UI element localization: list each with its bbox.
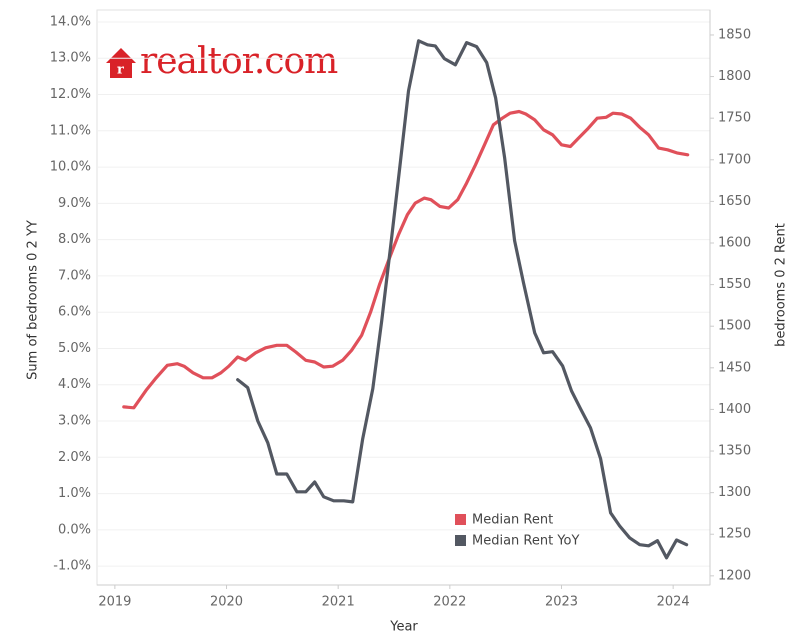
y2-tick-label: 1450 <box>718 360 751 375</box>
logo-icon <box>106 48 136 78</box>
y-tick-label: 10.0% <box>50 160 91 175</box>
y2-tick-label: 1700 <box>718 152 751 167</box>
x-axis-title: Year <box>389 620 418 635</box>
legend-swatch <box>455 514 466 525</box>
y-tick-label: 8.0% <box>58 232 91 247</box>
y-tick-label: 6.0% <box>58 305 91 320</box>
legend-label: Median Rent YoY <box>472 534 579 549</box>
y-tick-label: -1.0% <box>53 559 91 574</box>
y-tick-label: 9.0% <box>58 196 91 211</box>
y2-tick-label: 1750 <box>718 111 751 126</box>
x-tick-label: 2021 <box>322 595 355 610</box>
series-line <box>122 109 690 410</box>
logo-text: realtor.com <box>140 41 338 82</box>
y-tick-label: 14.0% <box>50 14 91 29</box>
y2-tick-label: 1400 <box>718 402 751 417</box>
y2-axis-title: bedrooms 0 2 Rent <box>774 223 789 347</box>
logo: r realtor.com <box>106 41 339 82</box>
y-tick-label: 7.0% <box>58 268 91 283</box>
y2-tick-label: 1250 <box>718 527 751 542</box>
series-line <box>236 39 689 560</box>
y-tick-label: 12.0% <box>50 87 91 102</box>
x-tick-label: 2024 <box>657 595 690 610</box>
logo-icon-letter: r <box>117 63 124 78</box>
y2-tick-label: 1300 <box>718 485 751 500</box>
x-tick-label: 2022 <box>433 595 466 610</box>
y-tick-label: 5.0% <box>58 341 91 356</box>
y2-tick-label: 1550 <box>718 277 751 292</box>
y-tick-label: 4.0% <box>58 377 91 392</box>
plot-frame <box>96 9 711 586</box>
y-tick-label: 11.0% <box>50 123 91 138</box>
x-tick-label: 2020 <box>210 595 243 610</box>
y-tick-label: 0.0% <box>58 522 91 537</box>
y2-tick-label: 1650 <box>718 194 751 209</box>
y2-tick-label: 1200 <box>718 568 751 583</box>
legend-swatch <box>455 535 466 546</box>
x-tick-label: 2023 <box>545 595 578 610</box>
y2-tick-label: 1600 <box>718 235 751 250</box>
y2-tick-label: 1800 <box>718 69 751 84</box>
y-tick-label: 2.0% <box>58 450 91 465</box>
y2-tick-label: 1850 <box>718 27 751 42</box>
y-axis-title: Sum of bedrooms 0 2 YY <box>26 220 41 380</box>
y2-tick-label: 1500 <box>718 319 751 334</box>
y-tick-label: 3.0% <box>58 414 91 429</box>
y-tick-label: 13.0% <box>50 51 91 66</box>
legend-label: Median Rent <box>472 513 553 528</box>
y-tick-label: 1.0% <box>58 486 91 501</box>
y2-tick-label: 1350 <box>718 444 751 459</box>
x-tick-label: 2019 <box>98 595 131 610</box>
